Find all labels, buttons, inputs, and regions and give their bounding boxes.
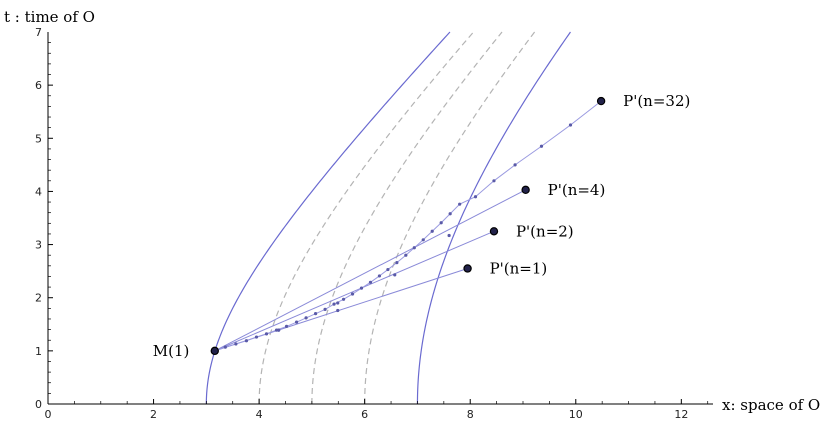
y-tick-label: 0: [35, 398, 42, 411]
target-point-3: [596, 96, 606, 106]
chain-point: [492, 179, 496, 183]
y-axis-title: t : time of O: [4, 8, 95, 26]
chain-point: [234, 342, 238, 346]
x-tick-label: 4: [256, 408, 263, 421]
target-point-2: [521, 185, 530, 195]
origin-point-m: [210, 346, 219, 356]
chain-point: [458, 202, 462, 206]
chain-point: [359, 286, 364, 290]
target-point-1: [489, 227, 499, 236]
chain-point: [341, 297, 346, 301]
path-segments: [214, 189, 526, 352]
chain-point: [421, 238, 425, 242]
y-tick-label: 2: [35, 292, 42, 305]
chain-point: [304, 316, 308, 320]
label-target-0: P'(n=1): [490, 259, 548, 277]
waypoint: [447, 233, 451, 238]
chain-point: [223, 345, 227, 349]
x-tick-label: 8: [467, 408, 474, 421]
y-tick-label: 1: [35, 345, 42, 358]
target-point-0: [463, 264, 472, 273]
curve-x0-3: [205, 31, 451, 405]
chain-point: [294, 320, 299, 324]
chain-point: [284, 324, 289, 329]
chain-point: [264, 332, 269, 336]
curve-x0-4: [258, 31, 474, 405]
curve-x0-6: [364, 31, 536, 404]
waypoint: [336, 301, 340, 305]
chain-point: [473, 195, 478, 199]
x-tick-label: 10: [569, 408, 583, 421]
chain-point: [386, 267, 390, 272]
chain-point: [568, 123, 573, 127]
y-tick-label: 3: [35, 239, 42, 252]
x-tick-label: 2: [150, 408, 157, 421]
chain-point: [350, 292, 355, 296]
x-tick-label: 12: [674, 408, 688, 421]
y-tick-label: 6: [35, 79, 42, 92]
label-m: M(1): [153, 342, 190, 360]
chain-point: [539, 144, 544, 148]
y-tick-label: 5: [35, 132, 42, 145]
chain-point: [368, 280, 373, 284]
x-axis-title: x: space of O: [722, 396, 820, 414]
label-target-1: P'(n=2): [516, 222, 574, 240]
chain-point: [254, 335, 259, 339]
chain-point: [448, 212, 452, 216]
y-tick-label: 7: [35, 26, 42, 39]
chain-point: [439, 221, 443, 225]
point-labels: M(1) P'(n=1) P'(n=2) P'(n=4) P'(n=32): [153, 92, 691, 360]
chain-point: [244, 339, 249, 343]
chain-point: [513, 163, 517, 167]
waypoint: [277, 328, 281, 332]
chain-point: [395, 261, 399, 265]
chain-point: [313, 312, 318, 316]
waypoint: [393, 273, 397, 277]
segment-to-target-1: [214, 230, 495, 352]
hyperbola-curves: [205, 31, 571, 405]
y-tick-label: 4: [35, 185, 42, 198]
chain-point: [412, 246, 416, 250]
label-target-2: P'(n=4): [548, 181, 606, 199]
data-points: [210, 96, 606, 356]
curve-x0-7: [416, 31, 571, 405]
chain-point: [430, 229, 434, 233]
chain-point: [377, 274, 382, 278]
x-tick-label: 0: [45, 408, 52, 421]
x-tick-label: 6: [361, 408, 368, 421]
label-target-3: P'(n=32): [623, 92, 690, 110]
chain-point: [323, 307, 327, 312]
curve-x0-5: [311, 31, 503, 405]
waypoint: [336, 308, 340, 313]
chain-point: [404, 253, 408, 257]
chain-point: [332, 302, 336, 306]
segment-to-target-2: [214, 189, 526, 352]
